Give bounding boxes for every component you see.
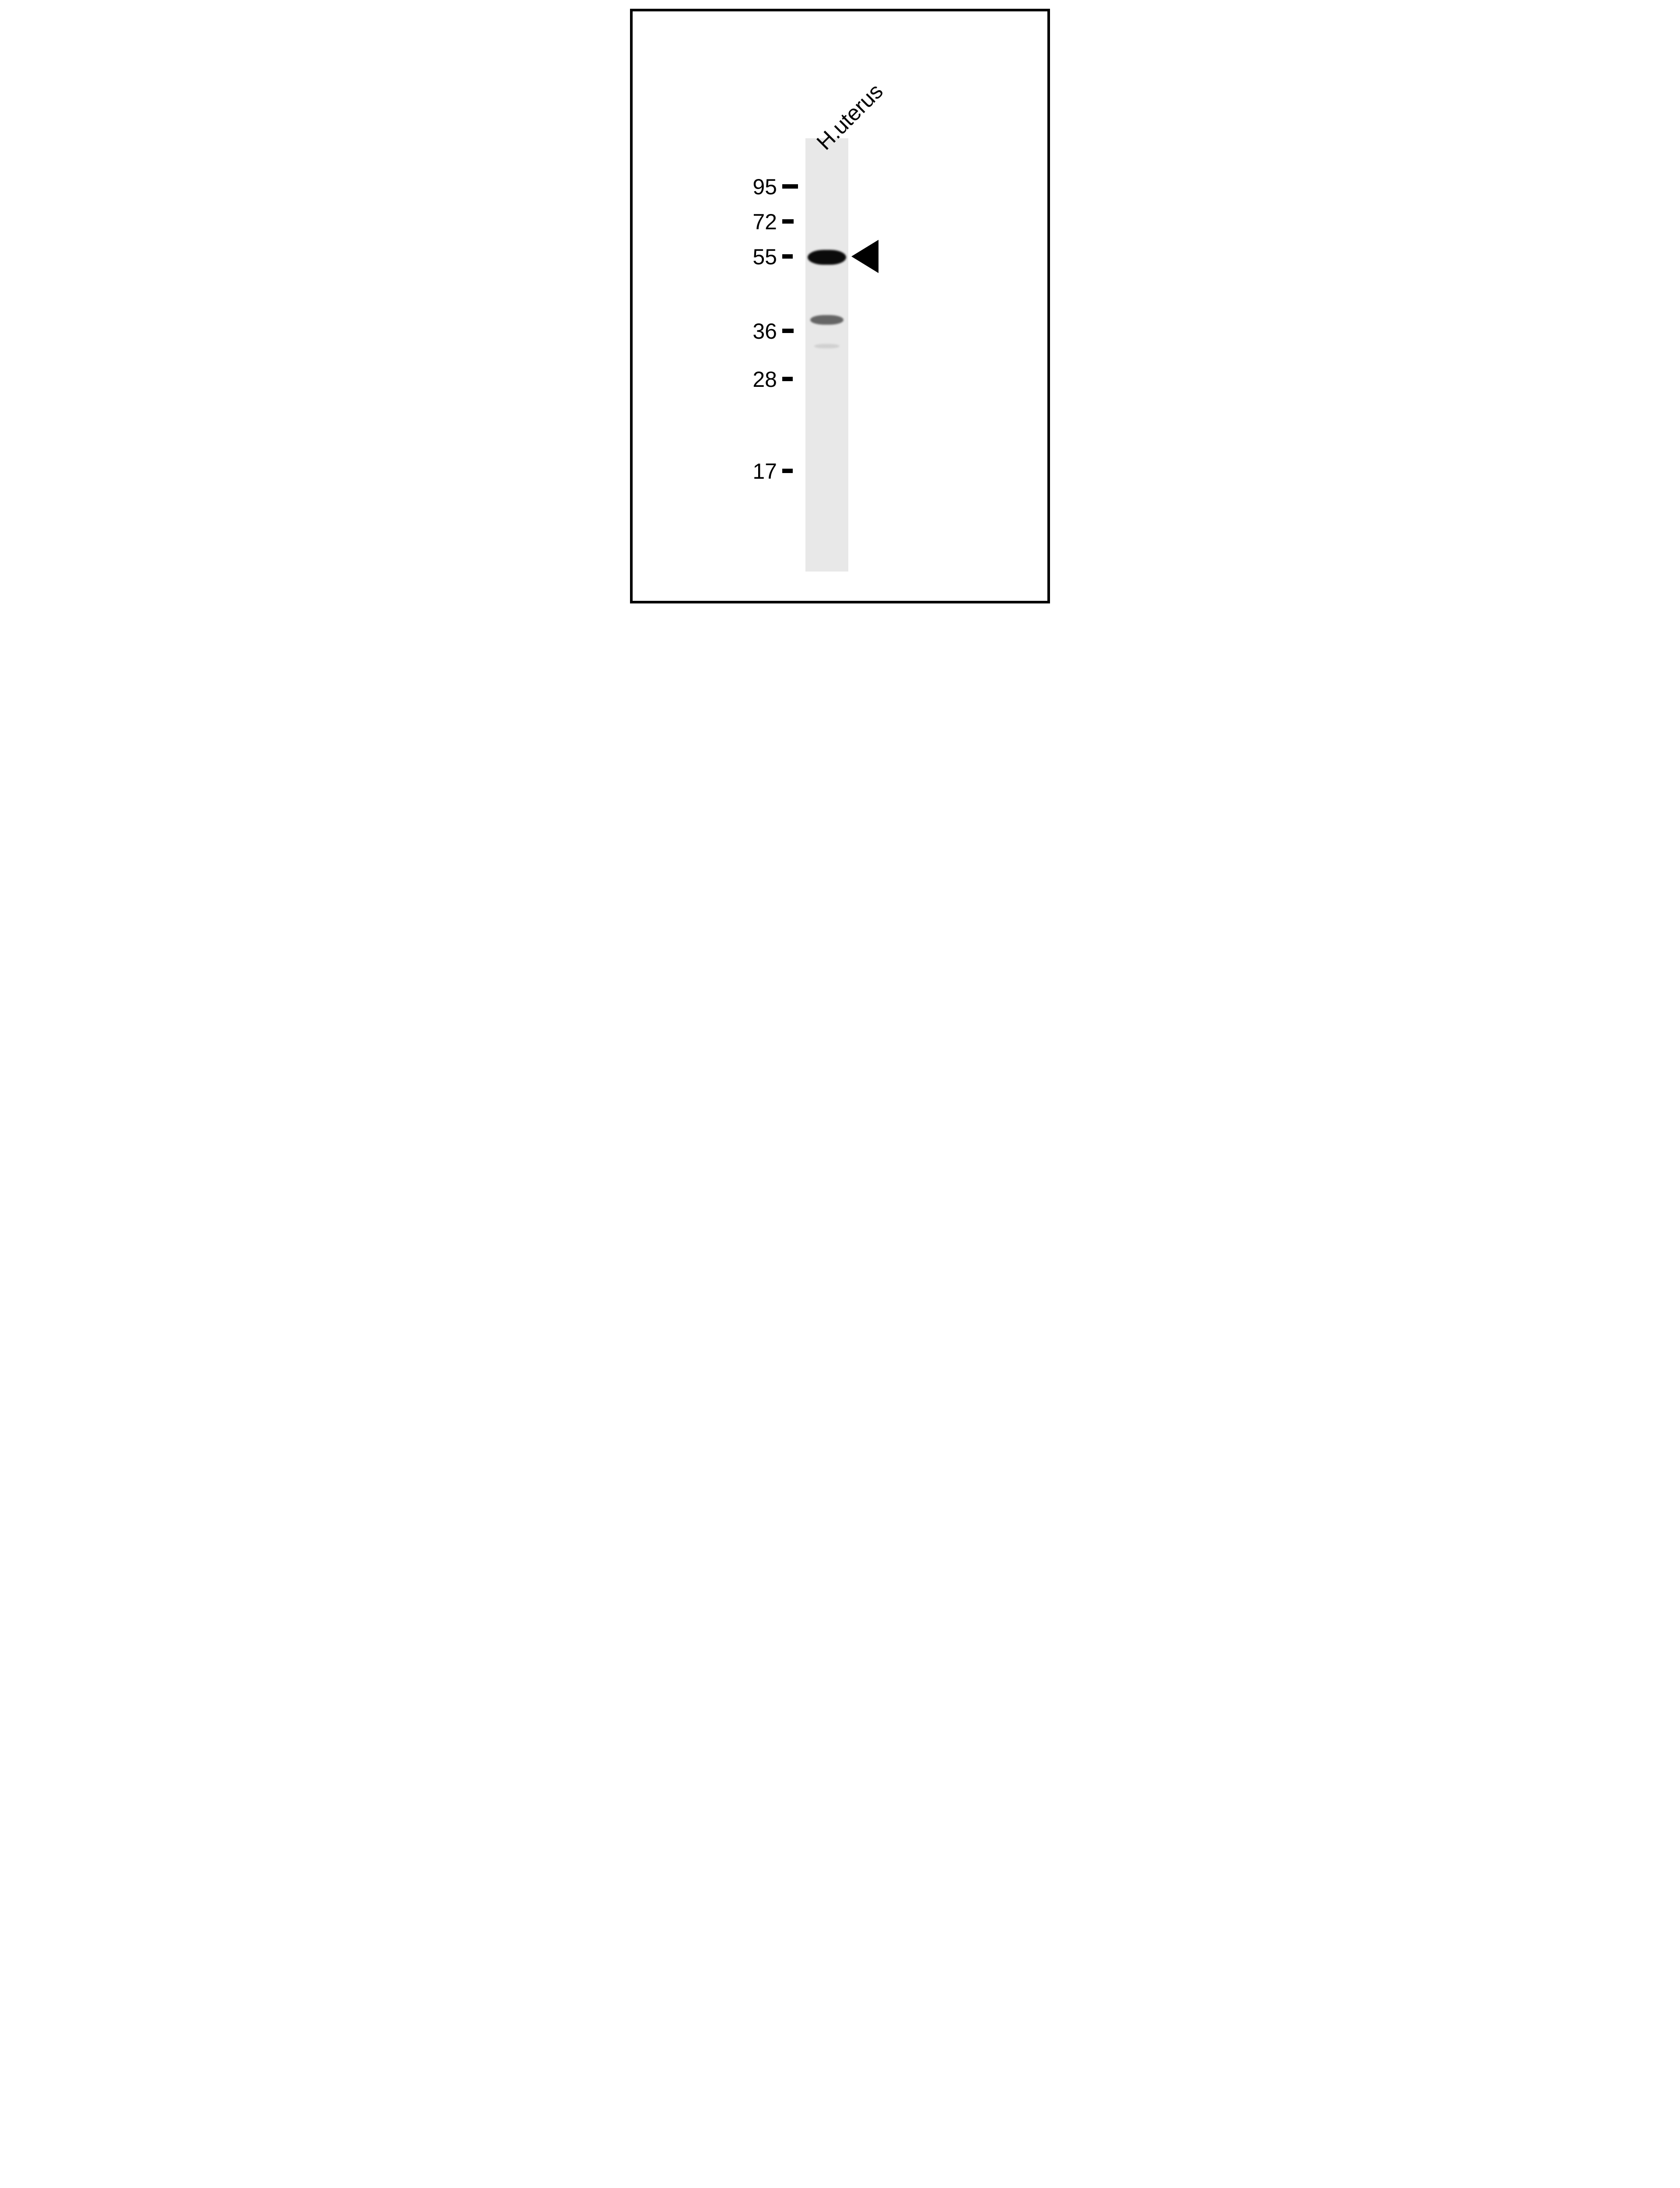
mw-tick [782, 377, 793, 381]
mw-tick [782, 219, 794, 224]
mw-tick [782, 184, 798, 189]
mw-label: 17 [633, 459, 777, 484]
mw-label: 55 [633, 244, 777, 270]
protein-band [808, 250, 846, 265]
mw-tick [782, 329, 794, 333]
mw-label: 28 [633, 367, 777, 392]
mw-label: 36 [633, 319, 777, 344]
protein-band [810, 315, 844, 325]
lane-label: H.uterus [812, 78, 888, 155]
target-band-arrow-icon [851, 240, 878, 273]
mw-label: 72 [633, 209, 777, 235]
lane-strip [805, 138, 848, 572]
mw-tick [782, 254, 793, 259]
protein-band [814, 344, 840, 348]
blot-canvas: H.uterus 95 72 55 36 28 17 [633, 11, 1047, 601]
blot-frame: H.uterus 95 72 55 36 28 17 [630, 9, 1050, 603]
mw-tick [782, 469, 793, 473]
mw-label: 95 [633, 174, 777, 200]
